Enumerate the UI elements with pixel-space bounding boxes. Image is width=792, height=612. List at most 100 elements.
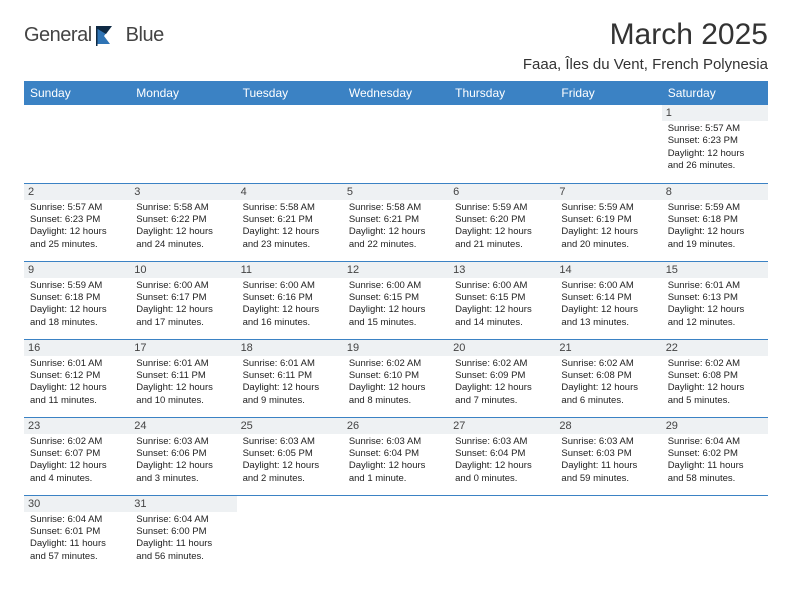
day-number: 10 xyxy=(130,262,236,278)
day-number: 19 xyxy=(343,340,449,356)
calendar-cell: 29 Sunrise: 6:04 AMSunset: 6:02 PMDayligh… xyxy=(662,417,768,495)
calendar-cell: 19 Sunrise: 6:02 AMSunset: 6:10 PMDayligh… xyxy=(343,339,449,417)
day-number: 11 xyxy=(237,262,343,278)
day-info: Sunrise: 5:59 AMSunset: 6:19 PMDaylight:… xyxy=(561,202,655,251)
weekday-header: Tuesday xyxy=(237,81,343,105)
header-row: General Blue March 2025 Faaa, Îles du Ve… xyxy=(24,18,768,73)
day-number: 1 xyxy=(662,105,768,121)
calendar-row: 30 Sunrise: 6:04 AMSunset: 6:01 PMDayligh… xyxy=(24,495,768,573)
day-number: 22 xyxy=(662,340,768,356)
calendar-cell: 3 Sunrise: 5:58 AMSunset: 6:22 PMDaylight… xyxy=(130,183,236,261)
day-info: Sunrise: 6:01 AMSunset: 6:11 PMDaylight:… xyxy=(136,358,230,407)
calendar-cell xyxy=(449,495,555,573)
day-info: Sunrise: 6:01 AMSunset: 6:12 PMDaylight:… xyxy=(30,358,124,407)
day-info: Sunrise: 6:02 AMSunset: 6:08 PMDaylight:… xyxy=(668,358,762,407)
month-title: March 2025 xyxy=(523,18,768,52)
calendar-cell: 6 Sunrise: 5:59 AMSunset: 6:20 PMDaylight… xyxy=(449,183,555,261)
calendar-row: 16Sunrise: 6:01 AMSunset: 6:12 PMDayligh… xyxy=(24,339,768,417)
day-number: 28 xyxy=(555,418,661,434)
day-info: Sunrise: 6:02 AMSunset: 6:09 PMDaylight:… xyxy=(455,358,549,407)
calendar-cell xyxy=(343,105,449,183)
day-number: 30 xyxy=(24,496,130,512)
calendar-cell: 24Sunrise: 6:03 AMSunset: 6:06 PMDayligh… xyxy=(130,417,236,495)
day-number: 7 xyxy=(555,184,661,200)
calendar-cell: 12Sunrise: 6:00 AMSunset: 6:15 PMDayligh… xyxy=(343,261,449,339)
day-info: Sunrise: 5:58 AMSunset: 6:22 PMDaylight:… xyxy=(136,202,230,251)
day-number: 4 xyxy=(237,184,343,200)
calendar-cell: 7 Sunrise: 5:59 AMSunset: 6:19 PMDaylight… xyxy=(555,183,661,261)
calendar-table: Sunday Monday Tuesday Wednesday Thursday… xyxy=(24,81,768,573)
calendar-cell: 1 Sunrise: 5:57 AMSunset: 6:23 PMDaylight… xyxy=(662,105,768,183)
calendar-cell: 26 Sunrise: 6:03 AMSunset: 6:04 PMDayligh… xyxy=(343,417,449,495)
calendar-cell: 22 Sunrise: 6:02 AMSunset: 6:08 PMDayligh… xyxy=(662,339,768,417)
weekday-header: Saturday xyxy=(662,81,768,105)
day-info: Sunrise: 5:57 AMSunset: 6:23 PMDaylight:… xyxy=(668,123,762,172)
day-number: 29 xyxy=(662,418,768,434)
day-info: Sunrise: 5:59 AMSunset: 6:18 PMDaylight:… xyxy=(668,202,762,251)
calendar-row: 23 Sunrise: 6:02 AMSunset: 6:07 PMDayligh… xyxy=(24,417,768,495)
day-info: Sunrise: 6:00 AMSunset: 6:15 PMDaylight:… xyxy=(455,280,549,329)
day-number: 25 xyxy=(237,418,343,434)
calendar-cell: 10 Sunrise: 6:00 AMSunset: 6:17 PMDayligh… xyxy=(130,261,236,339)
day-info: Sunrise: 6:02 AMSunset: 6:07 PMDaylight:… xyxy=(30,436,124,485)
day-number: 31 xyxy=(130,496,236,512)
day-info: Sunrise: 6:01 AMSunset: 6:11 PMDaylight:… xyxy=(243,358,337,407)
calendar-row: 2Sunrise: 5:57 AMSunset: 6:23 PMDaylight… xyxy=(24,183,768,261)
day-info: Sunrise: 5:59 AMSunset: 6:18 PMDaylight:… xyxy=(30,280,124,329)
flag-icon xyxy=(96,26,122,46)
calendar-cell: 16Sunrise: 6:01 AMSunset: 6:12 PMDayligh… xyxy=(24,339,130,417)
day-info: Sunrise: 5:57 AMSunset: 6:23 PMDaylight:… xyxy=(30,202,124,251)
day-info: Sunrise: 5:58 AMSunset: 6:21 PMDaylight:… xyxy=(243,202,337,251)
calendar-cell: 25Sunrise: 6:03 AMSunset: 6:05 PMDayligh… xyxy=(237,417,343,495)
calendar-cell xyxy=(555,105,661,183)
day-number: 12 xyxy=(343,262,449,278)
calendar-cell xyxy=(555,495,661,573)
day-number: 24 xyxy=(130,418,236,434)
calendar-cell: 2Sunrise: 5:57 AMSunset: 6:23 PMDaylight… xyxy=(24,183,130,261)
weekday-header-row: Sunday Monday Tuesday Wednesday Thursday… xyxy=(24,81,768,105)
weekday-header: Wednesday xyxy=(343,81,449,105)
calendar-cell: 13Sunrise: 6:00 AMSunset: 6:15 PMDayligh… xyxy=(449,261,555,339)
day-number: 18 xyxy=(237,340,343,356)
day-number: 3 xyxy=(130,184,236,200)
day-info: Sunrise: 6:03 AMSunset: 6:03 PMDaylight:… xyxy=(561,436,655,485)
day-number: 17 xyxy=(130,340,236,356)
calendar-cell: 21Sunrise: 6:02 AMSunset: 6:08 PMDayligh… xyxy=(555,339,661,417)
weekday-header: Friday xyxy=(555,81,661,105)
day-number: 5 xyxy=(343,184,449,200)
day-info: Sunrise: 6:04 AMSunset: 6:01 PMDaylight:… xyxy=(30,514,124,563)
title-block: March 2025 Faaa, Îles du Vent, French Po… xyxy=(523,18,768,73)
calendar-cell: 8Sunrise: 5:59 AMSunset: 6:18 PMDaylight… xyxy=(662,183,768,261)
calendar-cell xyxy=(237,495,343,573)
calendar-cell: 9 Sunrise: 5:59 AMSunset: 6:18 PMDaylight… xyxy=(24,261,130,339)
calendar-cell: 14 Sunrise: 6:00 AMSunset: 6:14 PMDayligh… xyxy=(555,261,661,339)
day-number: 23 xyxy=(24,418,130,434)
day-info: Sunrise: 6:00 AMSunset: 6:14 PMDaylight:… xyxy=(561,280,655,329)
day-info: Sunrise: 6:02 AMSunset: 6:10 PMDaylight:… xyxy=(349,358,443,407)
calendar-cell xyxy=(662,495,768,573)
logo-text-general: General xyxy=(24,24,92,47)
logo: General Blue xyxy=(24,24,164,47)
day-number: 26 xyxy=(343,418,449,434)
day-info: Sunrise: 6:04 AMSunset: 6:02 PMDaylight:… xyxy=(668,436,762,485)
calendar-page: General Blue March 2025 Faaa, Îles du Ve… xyxy=(0,0,792,612)
calendar-cell: 4 Sunrise: 5:58 AMSunset: 6:21 PMDaylight… xyxy=(237,183,343,261)
day-info: Sunrise: 6:02 AMSunset: 6:08 PMDaylight:… xyxy=(561,358,655,407)
day-info: Sunrise: 6:00 AMSunset: 6:16 PMDaylight:… xyxy=(243,280,337,329)
logo-text-blue: Blue xyxy=(126,24,164,47)
calendar-cell xyxy=(449,105,555,183)
calendar-cell xyxy=(343,495,449,573)
day-info: Sunrise: 6:03 AMSunset: 6:04 PMDaylight:… xyxy=(455,436,549,485)
day-number: 9 xyxy=(24,262,130,278)
day-number: 14 xyxy=(555,262,661,278)
calendar-cell: 5 Sunrise: 5:58 AMSunset: 6:21 PMDaylight… xyxy=(343,183,449,261)
day-info: Sunrise: 5:59 AMSunset: 6:20 PMDaylight:… xyxy=(455,202,549,251)
day-info: Sunrise: 6:00 AMSunset: 6:17 PMDaylight:… xyxy=(136,280,230,329)
day-info: Sunrise: 5:58 AMSunset: 6:21 PMDaylight:… xyxy=(349,202,443,251)
day-number: 20 xyxy=(449,340,555,356)
calendar-cell: 28 Sunrise: 6:03 AMSunset: 6:03 PMDayligh… xyxy=(555,417,661,495)
day-info: Sunrise: 6:03 AMSunset: 6:04 PMDaylight:… xyxy=(349,436,443,485)
calendar-cell: 30 Sunrise: 6:04 AMSunset: 6:01 PMDayligh… xyxy=(24,495,130,573)
day-number: 6 xyxy=(449,184,555,200)
calendar-cell: 23 Sunrise: 6:02 AMSunset: 6:07 PMDayligh… xyxy=(24,417,130,495)
